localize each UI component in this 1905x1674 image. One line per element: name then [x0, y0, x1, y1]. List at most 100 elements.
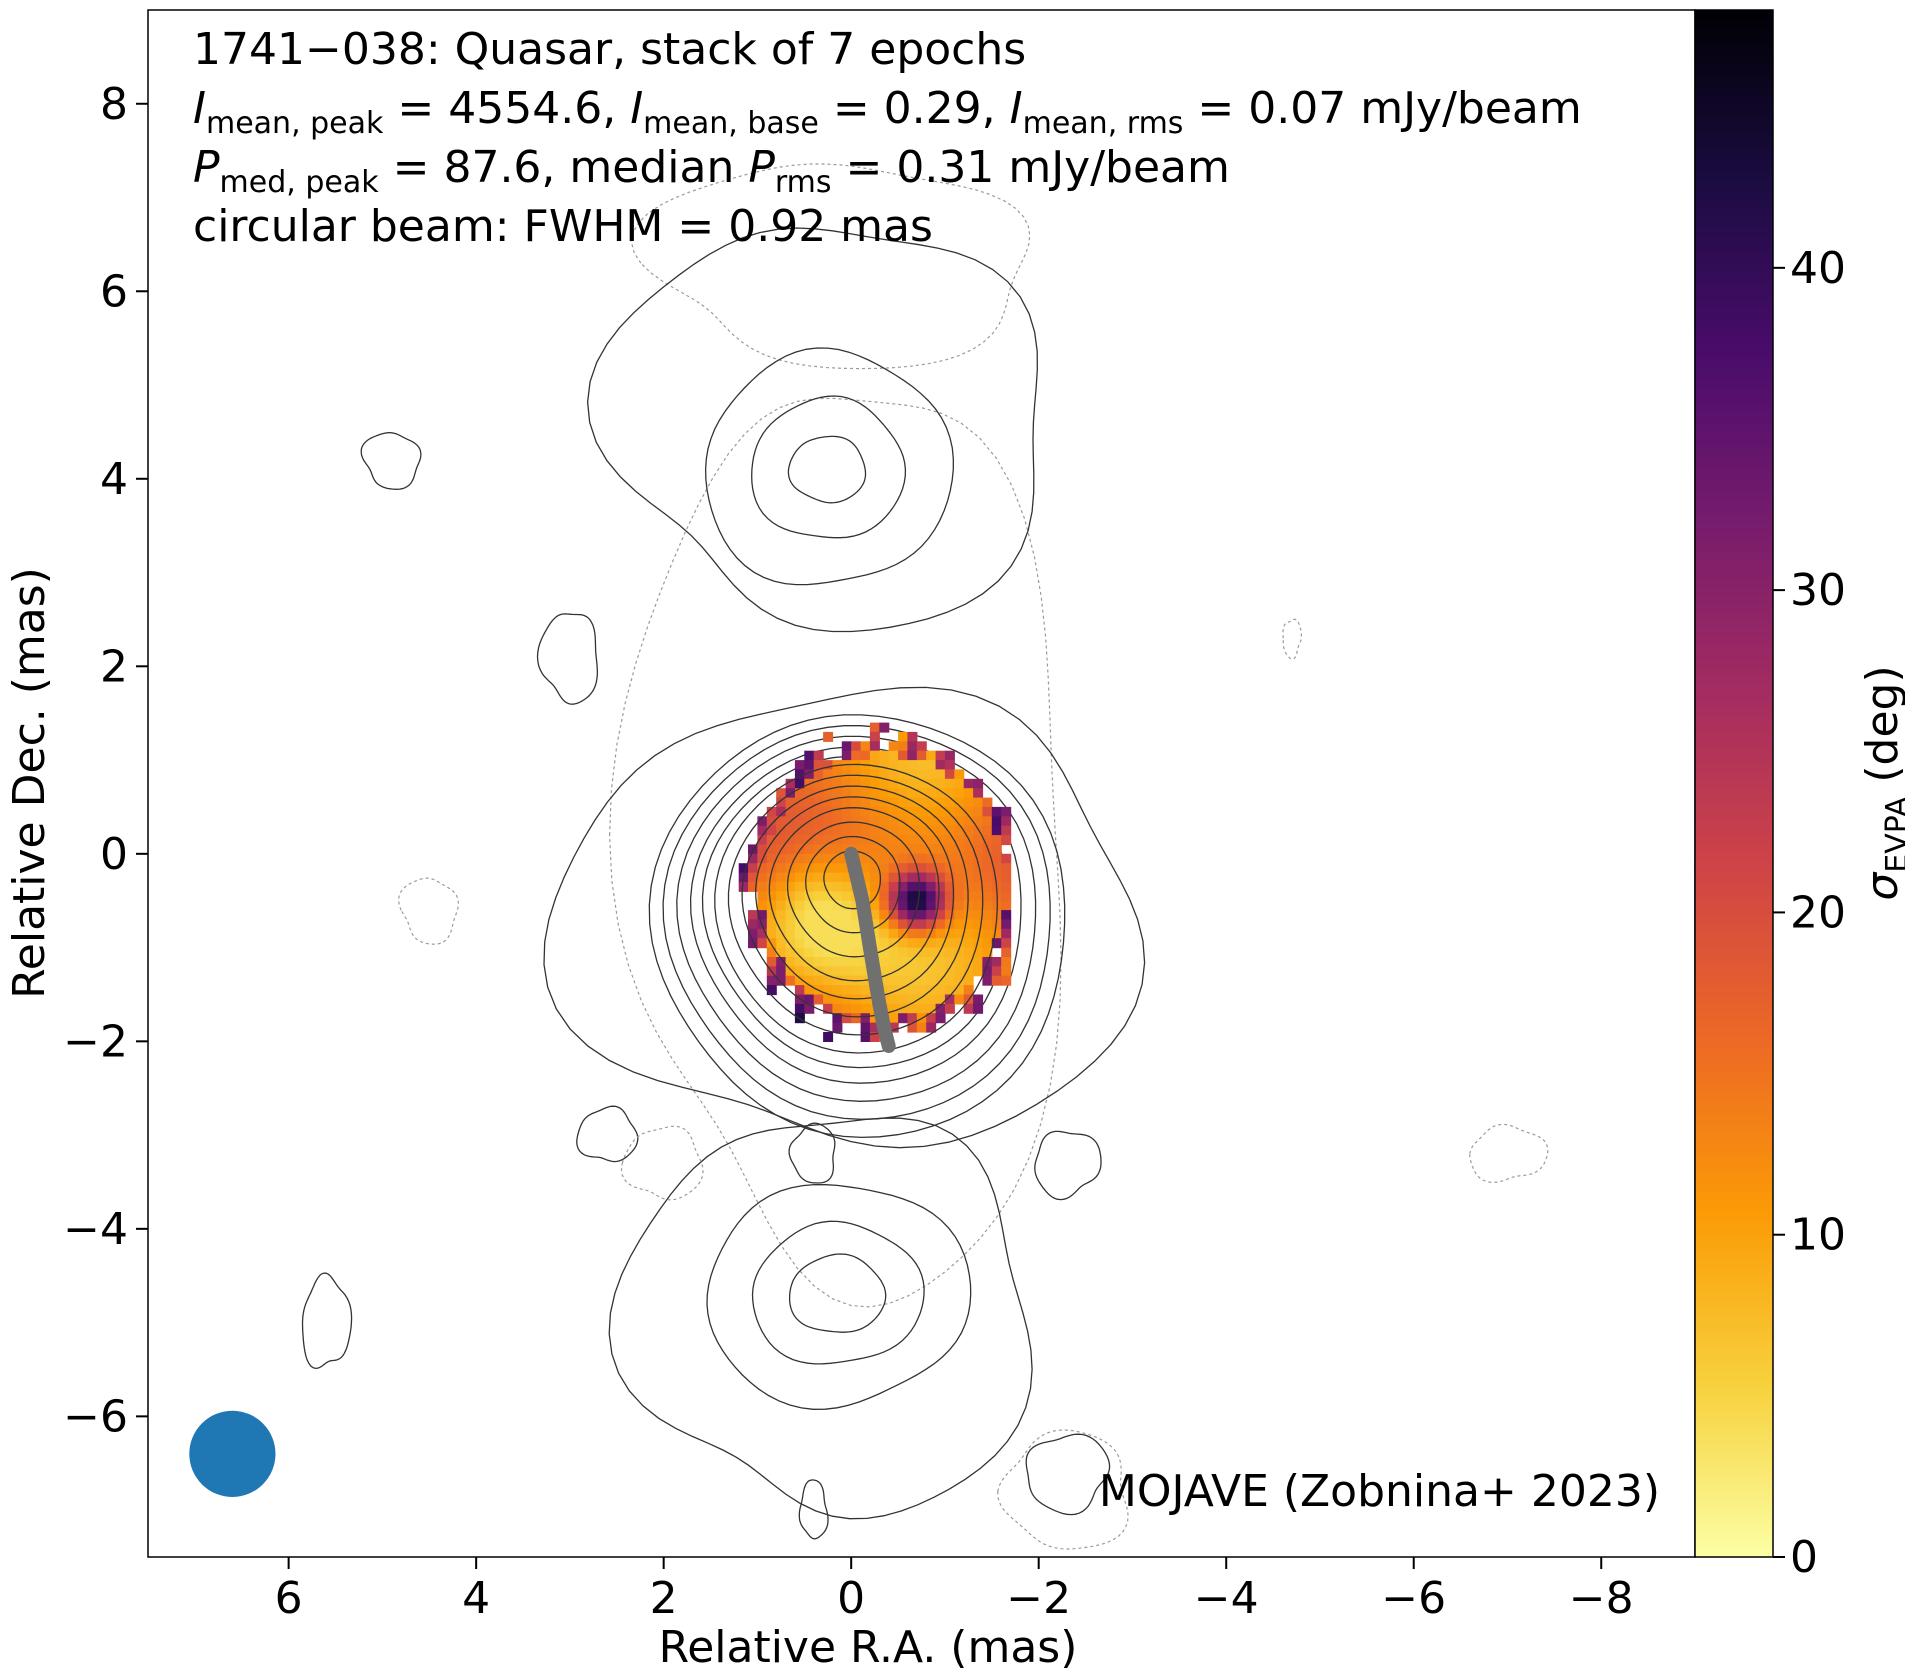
heatmap-cell [935, 985, 946, 996]
heatmap-cell [944, 938, 955, 949]
heatmap-cell [785, 844, 796, 855]
heatmap-cell [841, 938, 852, 949]
heatmap-cell [944, 853, 955, 864]
heatmap-cell [1001, 881, 1012, 892]
heatmap-cell [982, 891, 993, 902]
jet-ridge-line [844, 846, 896, 1053]
heatmap-cell [823, 938, 834, 949]
heatmap-cell [907, 844, 918, 855]
heatmap-cell [898, 769, 909, 780]
heatmap-cell [954, 919, 965, 930]
heatmap-cell [926, 994, 937, 1005]
heatmap-cell [888, 825, 899, 836]
heatmap-cell [785, 938, 796, 949]
y-axis-ticks: 8 6 4 2 0 −2 −4 −6 [63, 79, 148, 1442]
heatmap-cell [832, 853, 843, 864]
contour-line [689, 746, 1022, 1084]
heatmap-cell [860, 1032, 871, 1042]
negative-contour [997, 1429, 1129, 1550]
heatmap-cell [823, 816, 834, 827]
heatmap-cell [851, 1003, 862, 1014]
heatmap-cell [832, 975, 843, 986]
heatmap-cell [926, 900, 937, 911]
heatmap-cell [944, 806, 955, 817]
heatmap-cell [944, 881, 955, 892]
heatmap-cell [944, 863, 955, 874]
heatmap-cell [851, 938, 862, 949]
heatmap-cell [907, 975, 918, 986]
heatmap-cell [879, 825, 890, 836]
contour-line [662, 725, 1051, 1120]
contour-line [608, 1117, 1033, 1520]
heatmap-cell [926, 769, 937, 780]
heatmap-cell [823, 835, 834, 846]
heatmap-cell [888, 863, 899, 874]
negative-contour [1469, 1123, 1549, 1184]
heatmap-cell [926, 975, 937, 986]
heatmap-cell [869, 731, 880, 742]
heatmap-cell [907, 919, 918, 930]
heatmap-cell [982, 966, 993, 977]
heatmap-cell [823, 844, 834, 855]
heatmap-cell [926, 947, 937, 958]
heatmap-cell [898, 760, 909, 771]
heatmap-cell [991, 975, 1002, 986]
colorbar-tick-label: 10 [1790, 1210, 1846, 1261]
heatmap-cell [860, 835, 871, 846]
heatmap-cell [879, 900, 890, 911]
heatmap-cell [935, 853, 946, 864]
contour-line [798, 1479, 829, 1540]
heatmap-cell [935, 900, 946, 911]
contour-line [536, 613, 599, 705]
heatmap-cell [851, 919, 862, 930]
heatmap-cell [935, 994, 946, 1005]
heatmap-cell [898, 994, 909, 1005]
heatmap-cell [926, 750, 937, 761]
heatmap-cell [916, 835, 927, 846]
heatmap-cell [776, 957, 787, 967]
heatmap-cell [823, 910, 834, 921]
heatmap-cell [776, 835, 787, 846]
heatmap-cell [1001, 863, 1012, 874]
heatmap-cell [982, 975, 993, 986]
heatmap-cell [776, 947, 787, 958]
heatmap-cell [1001, 947, 1012, 958]
heatmap-cell [841, 919, 852, 930]
heatmap-cell [916, 872, 927, 883]
heatmap-cell [841, 985, 852, 996]
heatmap-cell [888, 778, 899, 789]
plot-area [147, 9, 1696, 1558]
heatmap-cell [898, 750, 909, 761]
heatmap-cell [785, 825, 796, 836]
heatmap-cell [898, 1013, 909, 1024]
heatmap-cell [954, 769, 965, 780]
heatmap-cell [888, 1003, 899, 1014]
heatmap-cell [776, 806, 787, 817]
heatmap-cell [869, 853, 880, 864]
heatmap-cell [832, 1022, 843, 1033]
heatmap-cell [973, 863, 984, 874]
heatmap-cell [823, 957, 834, 967]
beam-ellipse [189, 1410, 276, 1497]
heatmap-cell [879, 797, 890, 808]
heatmap-cell [954, 891, 965, 902]
heatmap-cell [916, 778, 927, 789]
heatmap-cell [785, 872, 796, 883]
heatmap-cell [963, 938, 974, 949]
heatmap-cell [794, 835, 805, 846]
heatmap-cell [935, 778, 946, 789]
heatmap-cell [879, 947, 890, 958]
heatmap-cell [860, 816, 871, 827]
title-line-4: circular beam: FWHM = 0.92 mas [193, 201, 933, 252]
heatmap-cell [851, 957, 862, 967]
heatmap-cell [973, 957, 984, 967]
heatmap-cell [963, 797, 974, 808]
heatmap-cell [823, 760, 834, 771]
heatmap-cell [785, 966, 796, 977]
mojave-annotation: MOJAVE (Zobnina+ 2023) [1099, 1466, 1660, 1517]
heatmap-cell [776, 891, 787, 902]
heatmap-cell [879, 760, 890, 771]
heatmap-cell [898, 957, 909, 967]
heatmap-cell [982, 835, 993, 846]
heatmap-cell [823, 985, 834, 996]
